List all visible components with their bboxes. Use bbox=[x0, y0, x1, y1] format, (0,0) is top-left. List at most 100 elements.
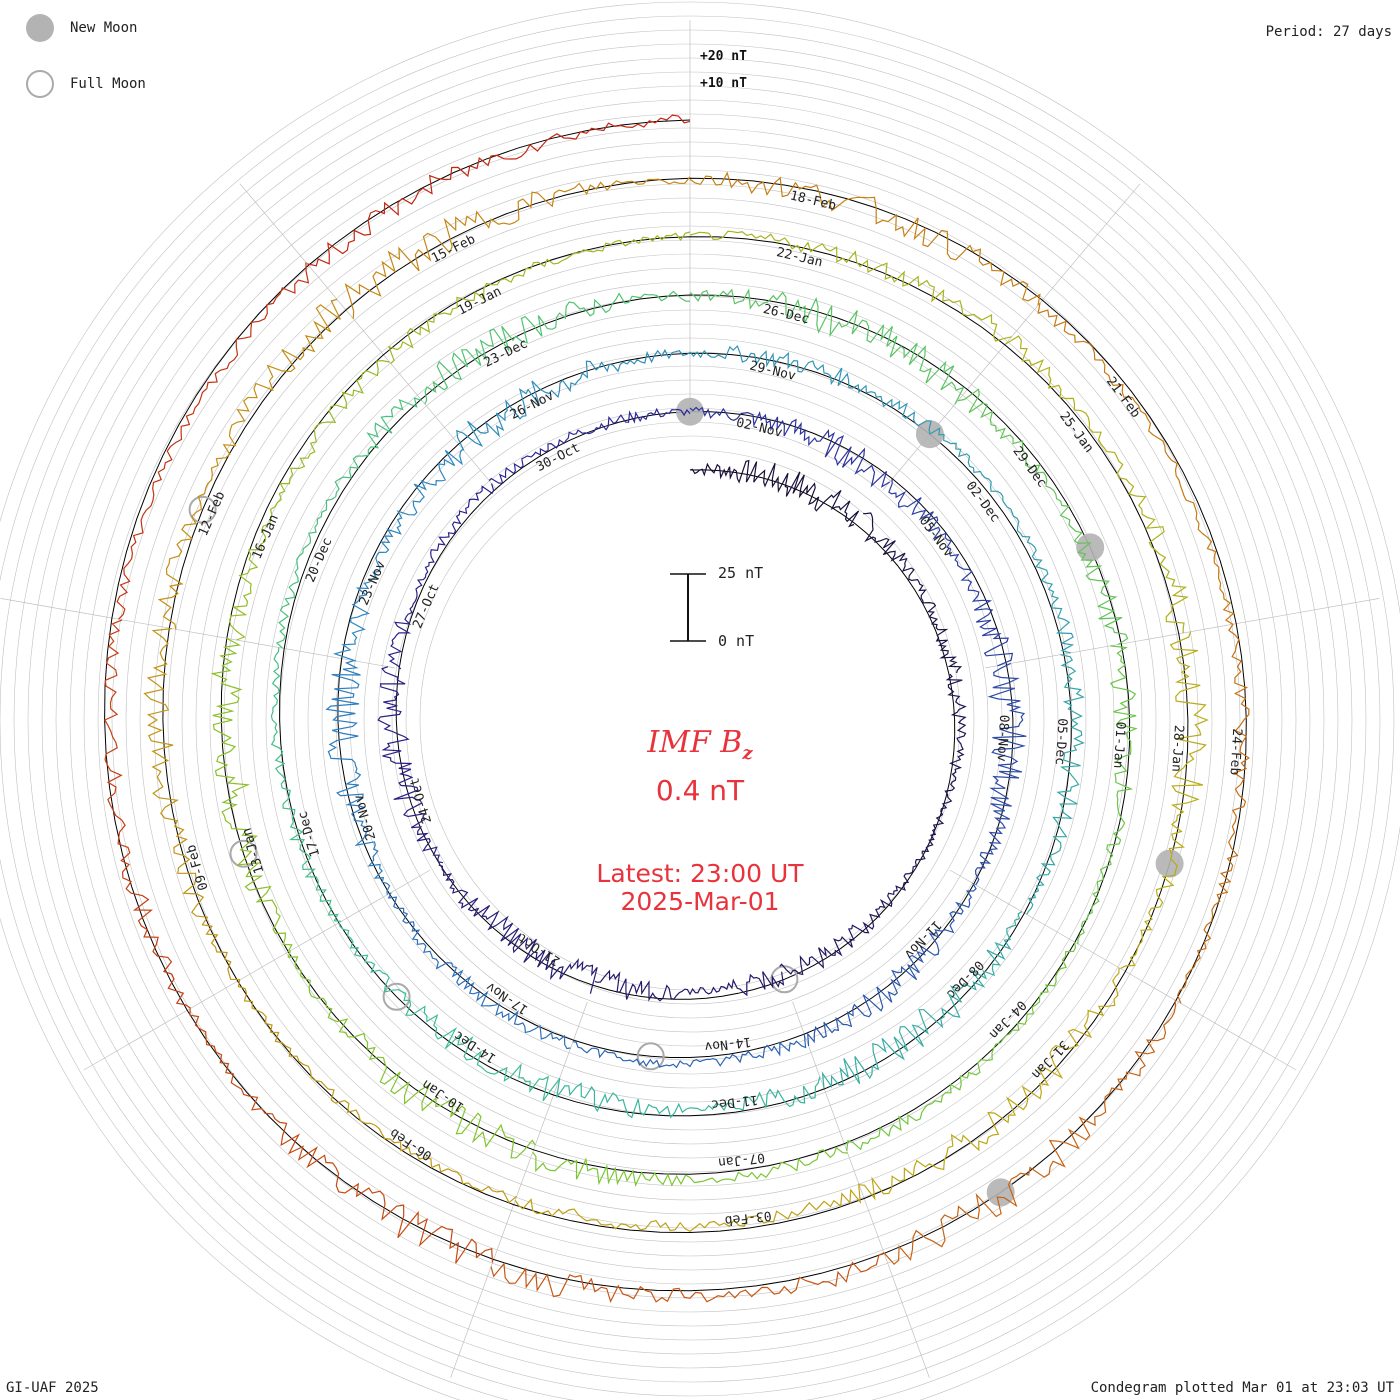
date-label: 01-Jan bbox=[1110, 721, 1128, 769]
date-labels: 21-Oct24-Oct27-Oct30-Oct02-Nov05-Nov08-N… bbox=[184, 188, 1244, 1227]
new-moon-marker bbox=[915, 420, 944, 449]
bz-trace-segment bbox=[387, 892, 571, 1050]
date-label: 28-Jan bbox=[1168, 725, 1186, 773]
bz-trace-segment bbox=[921, 673, 967, 855]
date-label: 11-Dec bbox=[710, 1091, 758, 1111]
bz-trace-segment bbox=[689, 406, 891, 488]
bz-trace-segment bbox=[424, 290, 691, 405]
date-label: 18-Feb bbox=[788, 188, 837, 213]
new-moon-marker bbox=[1076, 533, 1105, 562]
bz-trace-segment bbox=[689, 288, 965, 405]
bz-trace-segment bbox=[689, 230, 1012, 342]
grid-spoke bbox=[83, 869, 431, 1071]
bz-trace-segment bbox=[1005, 335, 1189, 634]
bz-trace-segment bbox=[307, 114, 691, 267]
date-label: 05-Dec bbox=[1052, 718, 1070, 766]
bz-trace-segment bbox=[387, 231, 691, 364]
grid-circle bbox=[321, 351, 1059, 1089]
date-label: 24-Feb bbox=[1227, 728, 1245, 776]
current-value: 0.4 nT bbox=[655, 774, 745, 807]
bz-trace-segment bbox=[287, 950, 536, 1159]
bz-trace-segment bbox=[572, 1033, 807, 1069]
new-moon-marker bbox=[1155, 849, 1184, 878]
bz-trace-segment bbox=[270, 647, 342, 922]
footer-credit: GI-UAF 2025 bbox=[6, 1380, 99, 1396]
bz-trace-segment bbox=[332, 448, 464, 662]
bz-trace-segment bbox=[377, 666, 444, 864]
date-label: 08-Nov bbox=[994, 714, 1012, 762]
grid-spoke bbox=[0, 598, 395, 669]
full-moon-marker bbox=[188, 495, 217, 524]
grid-circle bbox=[335, 365, 1045, 1075]
legend-full-moon-label: Full Moon bbox=[70, 76, 146, 92]
date-label: 29-Nov bbox=[748, 359, 797, 384]
legend-new-moon: New Moon bbox=[26, 14, 137, 42]
bz-trace-segment bbox=[344, 176, 691, 319]
full-moon-marker bbox=[382, 982, 411, 1011]
full-moon-marker bbox=[770, 965, 799, 994]
grid-spoke bbox=[450, 1001, 588, 1378]
bz-trace-segment bbox=[929, 427, 1075, 654]
grid-spoke bbox=[792, 1001, 930, 1378]
bz-spiral-series bbox=[104, 114, 1250, 1304]
bz-trace-segment bbox=[438, 864, 598, 994]
grid-spoke bbox=[239, 183, 498, 491]
full-moon-marker bbox=[636, 1042, 665, 1071]
bz-trace-segment bbox=[1176, 623, 1250, 1004]
bz-trace-segment bbox=[846, 941, 1077, 1151]
bz-trace-segment bbox=[1037, 302, 1235, 625]
bz-trace-segment bbox=[863, 512, 963, 674]
ring-scale-inner: +10 nT bbox=[700, 76, 747, 91]
moon-markers bbox=[188, 397, 1184, 1207]
latest-time: Latest: 23:00 UT bbox=[596, 859, 804, 888]
bz-trace-segment bbox=[1026, 654, 1085, 915]
bz-trace-segment bbox=[456, 348, 691, 451]
grid-spoke bbox=[949, 869, 1297, 1071]
bz-trace-segment bbox=[779, 854, 926, 976]
grid-circle bbox=[349, 379, 1031, 1061]
bz-trace-segment bbox=[689, 171, 1041, 306]
grid-spoke bbox=[985, 598, 1380, 669]
bz-trace-segment bbox=[237, 979, 517, 1204]
bz-trace-segment bbox=[594, 969, 785, 1002]
date-label: 06-Feb bbox=[387, 1125, 435, 1163]
legend-new-moon-label: New Moon bbox=[70, 20, 138, 36]
bz-trace-segment bbox=[689, 345, 932, 435]
bz-trace-segment bbox=[689, 459, 860, 528]
grid-circle bbox=[405, 435, 975, 1005]
bz-trace-segment bbox=[189, 1008, 494, 1264]
footer-plot-time: Condegram plotted Mar 01 at 23:03 UT bbox=[1090, 1380, 1394, 1396]
bz-trace-segment bbox=[821, 911, 1023, 1089]
bz-trace-segment bbox=[883, 1000, 1177, 1266]
bz-trace-segment bbox=[490, 1252, 885, 1304]
grid-circle bbox=[0, 15, 1395, 1400]
bz-trace-segment bbox=[514, 1183, 861, 1233]
ring-scale-outer: +20 nT bbox=[700, 49, 747, 64]
bz-trace-segment bbox=[116, 262, 310, 620]
bz-trace-segment bbox=[806, 882, 977, 1047]
new-moon-icon bbox=[26, 14, 54, 42]
date-label: 14-Nov bbox=[703, 1033, 752, 1053]
full-moon-icon bbox=[26, 70, 54, 98]
bz-trace-segment bbox=[157, 298, 341, 630]
bz-trace-segment bbox=[556, 1076, 821, 1119]
latest-date: 2025-Mar-01 bbox=[620, 887, 780, 916]
bz-trace-segment bbox=[1120, 631, 1209, 970]
grid-circle bbox=[419, 449, 961, 991]
bz-trace-segment bbox=[338, 922, 560, 1102]
scale-bar bbox=[670, 573, 706, 642]
date-label: 07-Jan bbox=[717, 1149, 765, 1169]
bz-trace-segment bbox=[974, 662, 1027, 886]
bz-trace-segment bbox=[957, 388, 1129, 646]
bz-trace-segment bbox=[275, 397, 423, 649]
new-moon-marker bbox=[676, 397, 704, 426]
bz-trace-segment bbox=[488, 407, 691, 484]
grid-circle bbox=[377, 407, 1003, 1033]
bz-trace-segment bbox=[229, 359, 390, 641]
legend-full-moon: Full Moon bbox=[26, 70, 146, 98]
period-label: Period: 27 days bbox=[1265, 24, 1392, 40]
date-label: 03-Feb bbox=[724, 1207, 773, 1227]
chart-title: IMF Bz bbox=[647, 725, 753, 764]
bz-trace-segment bbox=[325, 660, 391, 895]
